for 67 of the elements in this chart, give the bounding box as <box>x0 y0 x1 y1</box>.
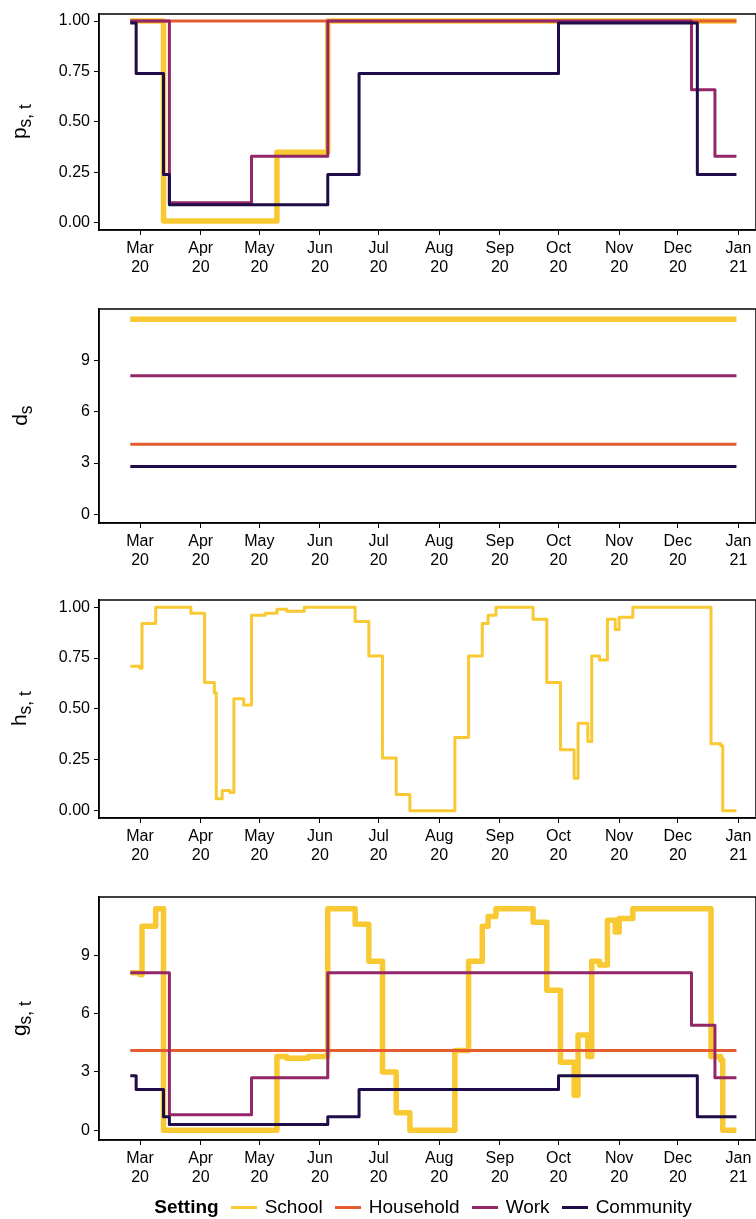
x-tick-label: Jul 20 <box>368 532 389 569</box>
x-tick-label: Oct 20 <box>546 827 572 864</box>
y-tick-label: 0.50 <box>58 699 91 717</box>
x-tick-label: Aug 20 <box>425 1149 454 1186</box>
x-tick-label: Jun 20 <box>307 827 333 864</box>
x-tick-label: Nov 20 <box>604 1149 634 1186</box>
x-tick-label: Jan 21 <box>725 827 752 864</box>
x-tick-label: Nov 20 <box>604 827 634 864</box>
x-tick-label: May 20 <box>244 827 275 864</box>
x-tick-label: Aug 20 <box>425 532 454 569</box>
x-tick-label: Jun 20 <box>307 1149 333 1186</box>
y-tick-label: 0.25 <box>58 750 91 768</box>
x-tick-label: Mar 20 <box>126 1149 155 1186</box>
x-tick-label: May 20 <box>244 239 275 276</box>
y-tick-label: 9 <box>81 945 91 963</box>
y-tick-label: 0 <box>81 504 91 522</box>
y-tick-label: 0.50 <box>58 112 91 130</box>
legend-label: Community <box>595 1196 692 1218</box>
x-tick-label: May 20 <box>244 1149 275 1186</box>
x-tick-label: Mar 20 <box>126 827 155 864</box>
x-tick-label: Mar 20 <box>126 532 155 569</box>
legend-title: Setting <box>154 1196 219 1218</box>
x-tick-label: Dec 20 <box>663 827 693 864</box>
x-tick-label: Dec 20 <box>663 239 693 276</box>
x-tick-label: Jun 20 <box>307 239 333 276</box>
y-tick-label: 1.00 <box>58 11 91 29</box>
x-tick-label: Oct 20 <box>546 1149 572 1186</box>
legend-label: Work <box>505 1196 550 1218</box>
y-tick-label: 0.00 <box>58 213 91 231</box>
x-tick-label: Jul 20 <box>368 827 389 864</box>
y-tick-label: 3 <box>81 453 91 471</box>
x-tick-label: Sep 20 <box>485 827 515 864</box>
y-tick-label: 9 <box>81 350 91 368</box>
x-tick-label: Mar 20 <box>126 239 155 276</box>
x-tick-label: Jan 21 <box>725 239 752 276</box>
y-tick-label: 0 <box>81 1120 91 1138</box>
x-tick-label: Apr 20 <box>188 1149 214 1186</box>
x-tick-label: Apr 20 <box>188 827 214 864</box>
y-tick-label: 1.00 <box>58 597 91 615</box>
x-tick-label: Aug 20 <box>425 239 454 276</box>
x-tick-label: Nov 20 <box>604 239 634 276</box>
x-tick-label: Dec 20 <box>663 532 693 569</box>
x-tick-label: Apr 20 <box>188 532 214 569</box>
y-tick-label: 3 <box>81 1062 91 1080</box>
x-tick-label: Jul 20 <box>368 239 389 276</box>
x-tick-label: Dec 20 <box>663 1149 693 1186</box>
y-tick-label: 6 <box>81 402 91 420</box>
x-tick-label: Aug 20 <box>425 827 454 864</box>
x-tick-label: Jul 20 <box>368 1149 389 1186</box>
y-tick-label: 0.75 <box>58 61 91 79</box>
y-tick-label: 0.75 <box>58 648 91 666</box>
x-tick-label: Sep 20 <box>485 1149 515 1186</box>
x-tick-label: Jun 20 <box>307 532 333 569</box>
y-tick-label: 6 <box>81 1004 91 1022</box>
y-tick-label: 0.00 <box>58 801 91 819</box>
x-tick-label: Oct 20 <box>546 239 572 276</box>
x-tick-label: Sep 20 <box>485 239 515 276</box>
x-tick-label: Apr 20 <box>188 239 214 276</box>
x-tick-label: May 20 <box>244 532 275 569</box>
legend-label: Household <box>368 1196 460 1218</box>
x-tick-label: Sep 20 <box>485 532 515 569</box>
x-tick-label: Nov 20 <box>604 532 634 569</box>
x-tick-label: Jan 21 <box>725 1149 752 1186</box>
x-tick-label: Jan 21 <box>725 532 752 569</box>
x-tick-label: Oct 20 <box>546 532 572 569</box>
y-tick-label: 0.25 <box>58 162 91 180</box>
legend-label: School <box>264 1196 323 1218</box>
